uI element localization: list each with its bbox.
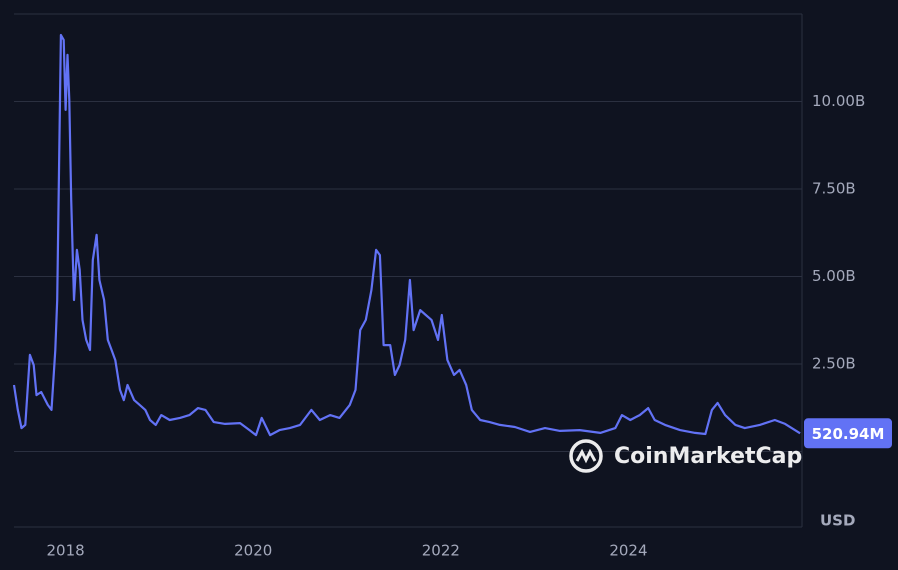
x-tick-label: 2024	[609, 542, 647, 560]
price-line	[12, 33, 801, 437]
y-tick-label: 10.00B	[812, 92, 865, 110]
currency-label: USD	[820, 512, 855, 530]
x-tick-label: 2020	[234, 542, 272, 560]
y-tick-label: 7.50B	[812, 180, 856, 198]
watermark-logo-mark	[575, 448, 597, 464]
x-tick-label: 2022	[422, 542, 460, 560]
watermark: CoinMarketCap	[569, 439, 802, 473]
watermark-logo	[569, 439, 603, 473]
last-value-badge	[804, 418, 892, 449]
x-tick-label: 2018	[47, 542, 85, 560]
y-tick-label: 5.00B	[812, 267, 856, 285]
last-value-label: 520.94M	[812, 425, 885, 443]
watermark-text: CoinMarketCap	[614, 444, 802, 469]
y-tick-label: 2.50B	[812, 355, 856, 373]
